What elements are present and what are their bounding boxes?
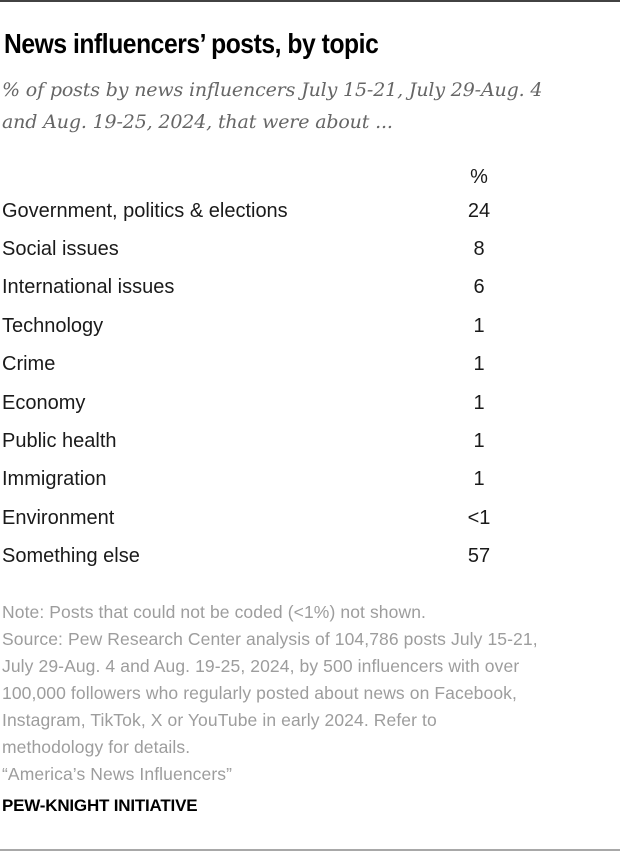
row-label: Immigration	[2, 468, 107, 491]
note-text: Note: Posts that could not be coded (<1%…	[2, 601, 426, 622]
source-text: Source: Pew Research Center analysis of …	[2, 628, 538, 757]
row-value: 1	[473, 353, 485, 376]
table-row: Social issues 8	[2, 230, 618, 268]
row-value: 1	[473, 391, 485, 414]
chart-subtitle: % of posts by news influencers July 15-2…	[2, 79, 543, 133]
row-value: <1	[467, 506, 491, 529]
row-label: Crime	[2, 353, 56, 376]
report-title-quote: “America’s News Influencers”	[2, 763, 233, 784]
row-value: 1	[473, 314, 485, 337]
table-row: Immigration 1	[2, 461, 618, 499]
table-row: Economy 1	[2, 384, 618, 422]
row-value: 1	[473, 430, 485, 453]
chart-title: News influencers’ posts, by topic	[4, 28, 379, 59]
row-value: 6	[473, 276, 485, 299]
row-label: Technology	[2, 314, 104, 337]
row-label: Public health	[2, 430, 117, 453]
bottom-rule	[0, 849, 620, 851]
row-label: Environment	[2, 506, 115, 529]
table-row: Public health 1	[2, 422, 618, 460]
row-value: 1	[473, 468, 485, 491]
brand-pew-knight-initiative: PEW-KNIGHT INITIATIVE	[2, 795, 198, 815]
row-value: 57	[467, 545, 491, 568]
table-header-row: %	[2, 162, 618, 192]
table-row: International issues 6	[2, 269, 618, 307]
row-label: Something else	[2, 545, 140, 568]
row-label: Economy	[2, 391, 86, 414]
table-row: Government, politics & elections 24	[2, 192, 618, 230]
data-table: % Government, politics & elections 24 So…	[2, 162, 618, 576]
row-label: Government, politics & elections	[2, 199, 288, 222]
table-row: Something else 57	[2, 538, 618, 576]
percent-column-header: %	[470, 165, 488, 188]
row-label: International issues	[2, 276, 175, 299]
footnotes: Note: Posts that could not be coded (<1%…	[2, 599, 618, 788]
chart-card-inner: News influencers’ posts, by topic % of p…	[0, 2, 620, 814]
row-value: 8	[473, 238, 485, 261]
row-label: Social issues	[2, 238, 119, 261]
table-row: Crime 1	[2, 346, 618, 384]
table-row: Environment <1	[2, 499, 618, 537]
row-value: 24	[467, 199, 491, 222]
table-row: Technology 1	[2, 307, 618, 345]
